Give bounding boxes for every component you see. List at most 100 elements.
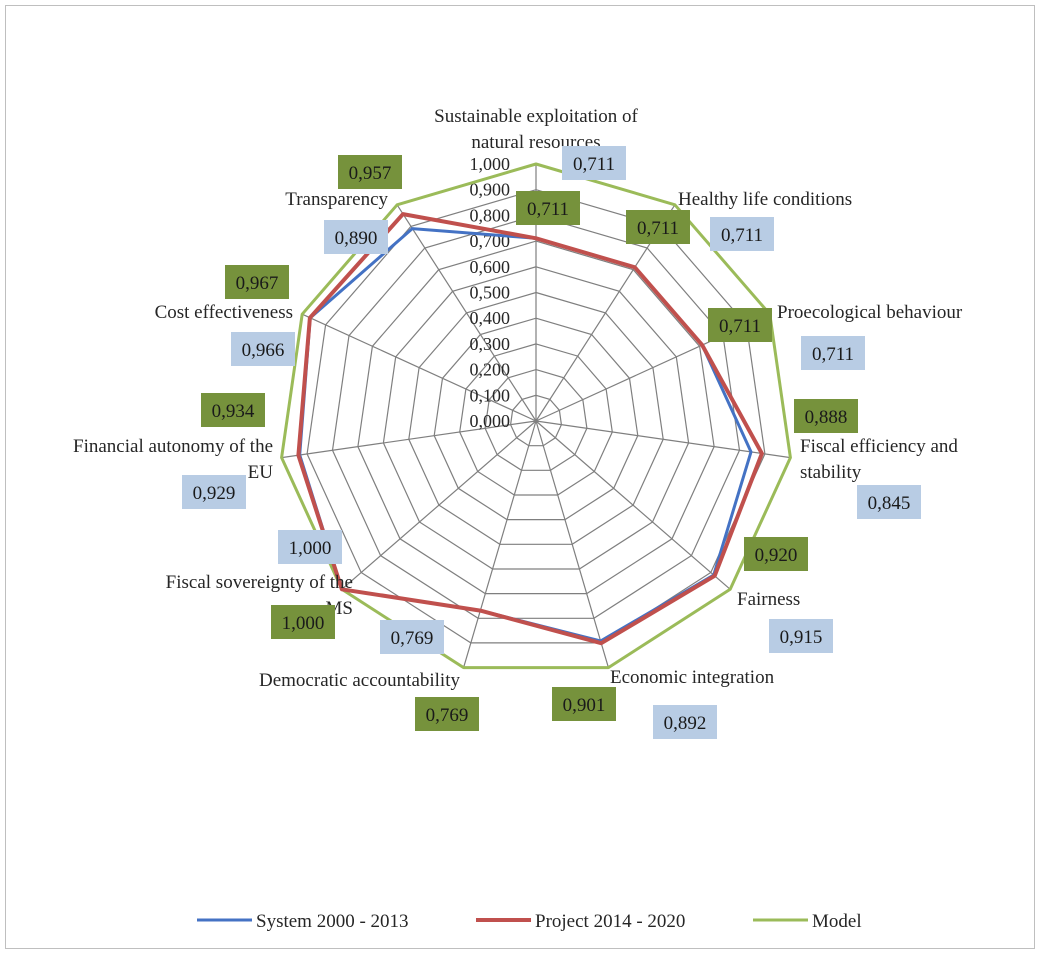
data-label-project: 0,967 — [225, 265, 289, 299]
data-label-project-text: 1,000 — [282, 613, 325, 634]
data-label-project-box — [744, 537, 808, 571]
data-label-system-box — [278, 530, 342, 564]
category-label: Financial autonomy of the EU — [73, 436, 273, 483]
data-label-project: 0,888 — [794, 399, 858, 433]
data-label-project: 0,957 — [338, 155, 402, 189]
data-label-project-box — [201, 393, 265, 427]
data-label-project-box — [225, 265, 289, 299]
radar-series — [280, 162, 792, 670]
tick-label: 0,800 — [470, 205, 511, 225]
category-label: Fairness — [737, 589, 800, 610]
data-label-project: 0,711 — [626, 210, 690, 244]
data-label-system-box — [769, 619, 833, 653]
data-label-project: 1,000 — [271, 605, 335, 639]
category-label: Cost effectiveness — [155, 302, 293, 323]
tick-label: 0,000 — [470, 411, 511, 431]
spoke — [463, 420, 537, 668]
data-labels: 0,711 0,711 0,711 0,845 0,915 0,892 0,769 1,000… — [182, 146, 921, 739]
data-label-project-text: 0,711 — [527, 199, 569, 220]
data-label-project-text: 0,957 — [349, 163, 392, 184]
data-label-system: 0,929 — [182, 475, 246, 509]
grid-ring — [484, 368, 588, 471]
data-label-system: 0,711 — [710, 217, 774, 251]
data-label-project-box — [338, 155, 402, 189]
data-label-project: 0,934 — [201, 393, 265, 427]
series-line-1 — [296, 212, 764, 646]
tick-label: 0,200 — [470, 360, 511, 380]
tick-label: 0,400 — [470, 308, 511, 328]
data-label-project-box — [415, 697, 479, 731]
data-label-system-text: 0,845 — [868, 493, 911, 514]
data-label-system-box — [562, 146, 626, 180]
grid-ring — [357, 240, 715, 595]
grid-ring — [408, 291, 664, 545]
data-label-project: 0,711 — [708, 308, 772, 342]
data-label-system-box — [182, 475, 246, 509]
data-label-project-box — [626, 210, 690, 244]
data-label-project-box — [552, 687, 616, 721]
data-label-project: 0,901 — [552, 687, 616, 721]
legend: System 2000 - 2013 Project 2014 - 2020 M… — [197, 911, 862, 932]
tick-label: 0,600 — [470, 257, 511, 277]
category-label: Healthy life conditions — [678, 189, 852, 210]
spoke — [396, 204, 537, 422]
spoke — [301, 313, 537, 422]
data-label-system: 0,890 — [324, 220, 388, 254]
category-label: Sustainable exploitation of natural resou… — [434, 106, 638, 153]
spoke — [535, 420, 791, 459]
category-label: Fiscal efficiency and stability — [800, 436, 958, 483]
data-label-system: 0,769 — [380, 620, 444, 654]
spoke — [535, 420, 609, 668]
data-label-system-text: 1,000 — [289, 538, 332, 559]
category-label: Economic integration — [610, 667, 775, 688]
grid-ring — [382, 266, 690, 570]
grid-ring — [459, 343, 613, 496]
data-label-system-text: 0,966 — [242, 340, 285, 361]
category-label: Democratic accountability — [259, 670, 460, 691]
data-label-system-box — [324, 220, 388, 254]
data-label-system-box — [380, 620, 444, 654]
tick-label: 1,000 — [470, 154, 511, 174]
data-label-project-text: 0,934 — [212, 401, 255, 422]
tick-label: 0,100 — [470, 385, 511, 405]
data-label-system-text: 0,890 — [335, 228, 378, 249]
data-label-project-box — [271, 605, 335, 639]
data-label-project-text: 0,888 — [805, 407, 848, 428]
data-label-system-text: 0,711 — [721, 225, 763, 246]
category-labels: Sustainable exploitation of natural resou… — [73, 106, 963, 691]
radial-axis-ticks: 0,0000,1000,2000,3000,4000,5000,6000,700… — [470, 154, 511, 431]
tick-label: 0,500 — [470, 283, 511, 303]
data-label-project-box — [794, 399, 858, 433]
legend-label-system: System 2000 - 2013 — [256, 911, 409, 932]
data-label-system: 0,915 — [769, 619, 833, 653]
spoke — [535, 420, 731, 590]
data-label-system: 0,845 — [857, 485, 921, 519]
data-label-system: 0,711 — [801, 336, 865, 370]
series-line-2 — [280, 162, 792, 670]
category-label: Proecological behaviour — [777, 302, 963, 323]
data-label-project-text: 0,920 — [755, 545, 798, 566]
data-label-project-box — [516, 191, 580, 225]
data-label-system-box — [231, 332, 295, 366]
data-label-system: 0,966 — [231, 332, 295, 366]
spoke — [341, 420, 537, 590]
tick-label: 0,900 — [470, 180, 511, 200]
data-label-system: 0,711 — [562, 146, 626, 180]
data-label-project-text: 0,901 — [563, 695, 606, 716]
data-label-project: 0,920 — [744, 537, 808, 571]
data-label-system: 0,892 — [653, 705, 717, 739]
data-label-project: 0,769 — [415, 697, 479, 731]
category-label: Transparency — [285, 189, 388, 210]
data-label-system-text: 0,769 — [391, 628, 434, 649]
data-label-project-text: 0,711 — [637, 218, 679, 239]
data-label-system-box — [857, 485, 921, 519]
data-label-system-text: 0,711 — [573, 154, 615, 175]
data-label-project-text: 0,769 — [426, 705, 469, 726]
legend-label-project: Project 2014 - 2020 — [535, 911, 685, 932]
grid-ring — [509, 394, 563, 447]
data-label-system: 1,000 — [278, 530, 342, 564]
data-label-system-text: 0,711 — [812, 344, 854, 365]
data-label-project-text: 0,967 — [236, 273, 279, 294]
data-label-project-text: 0,711 — [719, 316, 761, 337]
